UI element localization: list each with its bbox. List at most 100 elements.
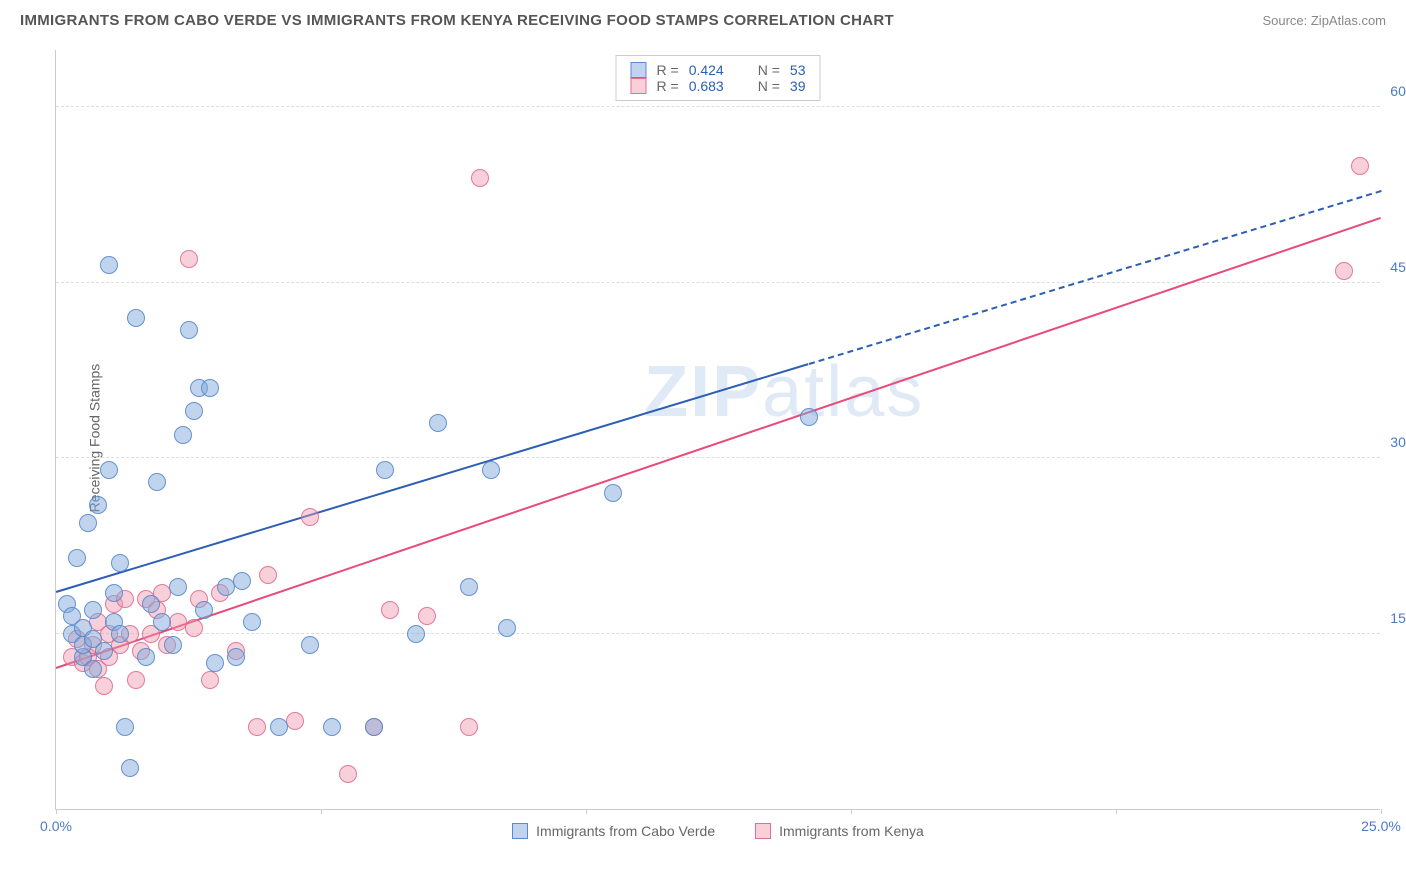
data-point (100, 256, 118, 274)
data-point (498, 619, 516, 637)
data-point (323, 718, 341, 736)
data-point (95, 642, 113, 660)
legend-stats: R = 0.424 N = 53 R = 0.683 N = 39 (616, 55, 821, 101)
data-point (142, 595, 160, 613)
chart-plot-area: ZIPatlas R = 0.424 N = 53 R = 0.683 N = … (55, 50, 1380, 810)
legend-swatch-pink (631, 78, 647, 94)
data-point (180, 250, 198, 268)
data-point (460, 718, 478, 736)
data-point (164, 636, 182, 654)
r-label: R = (657, 62, 679, 78)
trend-line (808, 190, 1381, 365)
n-label: N = (758, 78, 780, 94)
n-value: 53 (790, 62, 806, 78)
data-point (270, 718, 288, 736)
data-point (185, 402, 203, 420)
data-point (148, 473, 166, 491)
data-point (180, 321, 198, 339)
data-point (169, 578, 187, 596)
data-point (365, 718, 383, 736)
r-value: 0.683 (689, 78, 724, 94)
data-point (418, 607, 436, 625)
data-point (201, 379, 219, 397)
data-point (84, 660, 102, 678)
x-tick (1381, 809, 1382, 814)
data-point (84, 601, 102, 619)
data-point (68, 549, 86, 567)
y-tick-label: 15.0% (1390, 610, 1406, 626)
data-point (604, 484, 622, 502)
legend-label: Immigrants from Kenya (779, 823, 924, 839)
legend-row: R = 0.424 N = 53 (631, 62, 806, 78)
legend-label: Immigrants from Cabo Verde (536, 823, 715, 839)
legend-swatch-blue (631, 62, 647, 78)
x-tick-label: 25.0% (1361, 818, 1401, 834)
legend-row: R = 0.683 N = 39 (631, 78, 806, 94)
legend-swatch-pink (755, 823, 771, 839)
data-point (429, 414, 447, 432)
data-point (116, 718, 134, 736)
data-point (471, 169, 489, 187)
data-point (185, 619, 203, 637)
n-value: 39 (790, 78, 806, 94)
y-tick-label: 30.0% (1390, 434, 1406, 450)
x-tick (1116, 809, 1117, 814)
data-point (800, 408, 818, 426)
gridline (56, 633, 1380, 634)
x-tick (56, 809, 57, 814)
data-point (174, 426, 192, 444)
n-label: N = (758, 62, 780, 78)
data-point (286, 712, 304, 730)
legend-item: Immigrants from Cabo Verde (512, 823, 715, 839)
legend-item: Immigrants from Kenya (755, 823, 924, 839)
legend-swatch-blue (512, 823, 528, 839)
data-point (89, 496, 107, 514)
chart-source: Source: ZipAtlas.com (1262, 13, 1386, 28)
x-tick (321, 809, 322, 814)
gridline (56, 282, 1380, 283)
data-point (100, 461, 118, 479)
x-tick (586, 809, 587, 814)
x-tick (851, 809, 852, 814)
data-point (233, 572, 251, 590)
chart-title: IMMIGRANTS FROM CABO VERDE VS IMMIGRANTS… (20, 12, 894, 29)
data-point (460, 578, 478, 596)
r-label: R = (657, 78, 679, 94)
data-point (127, 671, 145, 689)
x-tick-label: 0.0% (40, 818, 72, 834)
gridline (56, 457, 1380, 458)
data-point (95, 677, 113, 695)
data-point (121, 759, 139, 777)
data-point (1351, 157, 1369, 175)
gridline (56, 106, 1380, 107)
data-point (127, 309, 145, 327)
data-point (259, 566, 277, 584)
data-point (105, 584, 123, 602)
data-point (1335, 262, 1353, 280)
y-tick-label: 60.0% (1390, 83, 1406, 99)
data-point (301, 636, 319, 654)
legend-series: Immigrants from Cabo Verde Immigrants fr… (56, 823, 1380, 839)
data-point (248, 718, 266, 736)
data-point (482, 461, 500, 479)
data-point (111, 625, 129, 643)
r-value: 0.424 (689, 62, 724, 78)
data-point (243, 613, 261, 631)
data-point (79, 514, 97, 532)
data-point (195, 601, 213, 619)
data-point (111, 554, 129, 572)
data-point (227, 648, 245, 666)
data-point (301, 508, 319, 526)
trend-line (56, 217, 1382, 669)
data-point (206, 654, 224, 672)
data-point (137, 648, 155, 666)
data-point (153, 613, 171, 631)
data-point (201, 671, 219, 689)
data-point (407, 625, 425, 643)
trend-line (56, 363, 809, 593)
data-point (339, 765, 357, 783)
chart-header: IMMIGRANTS FROM CABO VERDE VS IMMIGRANTS… (0, 0, 1406, 37)
data-point (381, 601, 399, 619)
data-point (376, 461, 394, 479)
y-tick-label: 45.0% (1390, 259, 1406, 275)
